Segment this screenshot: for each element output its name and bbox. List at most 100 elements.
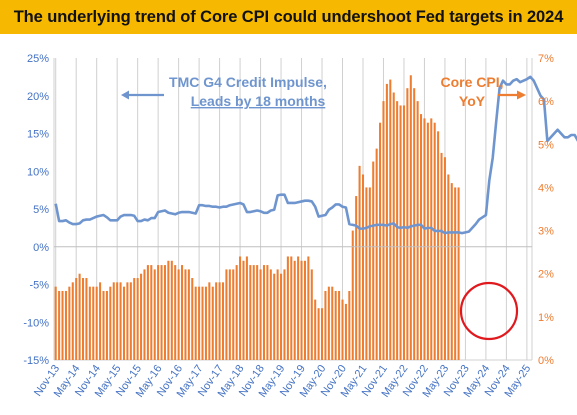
cpi-bar — [184, 269, 187, 360]
cpi-bar — [198, 286, 201, 360]
cpi-bar — [361, 174, 365, 360]
cpi-bar — [276, 269, 279, 360]
cpi-bar — [252, 265, 255, 360]
left-tick-label: 0% — [33, 242, 49, 254]
impulse-annotation-line-1: TMC G4 Credit Impulse, — [169, 74, 327, 90]
cpi-bar — [423, 118, 426, 361]
cpi-bar — [457, 187, 460, 360]
right-tick-label: 7% — [538, 53, 554, 65]
cpi-bar — [88, 286, 91, 360]
cpi-bar — [358, 165, 361, 360]
cpi-bar — [321, 308, 324, 360]
cpi-bar — [54, 286, 57, 360]
cpi-bar — [143, 269, 146, 360]
cpi-bar — [153, 269, 156, 360]
cpi-bar — [351, 230, 354, 360]
left-tick-label: 10% — [27, 166, 49, 178]
right-tick-label: 6% — [538, 96, 554, 108]
right-axis-ticks: 7% 6% 5% 4% 3% 2% 1% 0% — [538, 53, 554, 367]
cpi-bar — [286, 256, 289, 360]
cpi-bar — [365, 187, 368, 360]
cpi-bar — [269, 269, 272, 360]
credit-impulse-line — [54, 75, 577, 235]
cpi-bar — [245, 256, 248, 360]
left-tick-label: -5% — [29, 280, 49, 292]
cpi-bar — [317, 308, 320, 360]
cpi-bar — [163, 265, 166, 360]
cpi-bar — [140, 273, 143, 360]
left-tick-label: -15% — [23, 355, 49, 367]
arrow-left-icon — [121, 90, 164, 100]
cpi-bar — [409, 75, 412, 360]
cpi-bar — [160, 265, 163, 360]
cpi-bar — [450, 183, 453, 360]
cpi-bar — [167, 260, 170, 360]
cpi-bar — [368, 187, 371, 360]
cpi-bar — [338, 290, 341, 360]
right-tick-label: 3% — [538, 226, 554, 238]
x-axis-ticks: Nov-13May-14Nov-14May-15Nov-15May-16Nov-… — [32, 363, 533, 400]
cpi-bar — [112, 282, 115, 360]
right-tick-label: 5% — [538, 139, 554, 151]
cpi-bar — [136, 278, 139, 360]
cpi-bar — [119, 282, 122, 360]
cpi-bar — [204, 286, 207, 360]
cpi-bar — [290, 256, 293, 360]
cpi-bar — [133, 278, 136, 360]
cpi-bar — [399, 105, 402, 361]
right-tick-label: 4% — [538, 182, 554, 194]
cpi-bar — [256, 265, 259, 360]
cpi-bar — [297, 256, 300, 360]
cpi-bar — [82, 278, 85, 360]
cpi-bar — [382, 101, 385, 360]
right-tick-label: 2% — [538, 269, 554, 281]
cpi-bar — [215, 282, 218, 360]
cpi-bar — [433, 122, 436, 361]
cpi-bar — [126, 282, 129, 360]
cpi-bar — [221, 282, 225, 360]
cpi-bar — [389, 79, 392, 360]
cpi-bar — [341, 299, 344, 360]
cpi-bar — [170, 260, 173, 360]
cpi-bar — [105, 290, 108, 360]
cpi-bar — [102, 290, 105, 360]
cpi-bar — [300, 260, 303, 360]
left-tick-label: 15% — [27, 129, 49, 141]
cpi-bar — [262, 265, 265, 360]
impulse-annotation-line-2: Leads by 18 months — [191, 93, 326, 109]
cpi-bar — [218, 282, 221, 360]
cpi-bar — [440, 152, 443, 360]
cpi-bar — [249, 265, 252, 360]
cpi-bar — [116, 282, 119, 360]
cpi-bar — [266, 265, 269, 360]
cpi-annotation-line-1: Core CPI, — [440, 74, 503, 90]
cpi-bar — [307, 256, 310, 360]
right-tick-label: 1% — [538, 312, 554, 324]
cpi-bar — [58, 290, 61, 360]
cpi-bar — [372, 161, 375, 360]
cpi-bar — [293, 260, 296, 360]
cpi-bar — [406, 88, 409, 360]
cpi-bar — [146, 265, 149, 360]
cpi-bar — [430, 118, 433, 361]
cpi-bar — [157, 265, 160, 360]
cpi-bar — [122, 286, 126, 360]
cpi-bar — [225, 269, 228, 360]
cpi-bar — [402, 105, 405, 361]
cpi-bar — [396, 101, 399, 360]
cpi-bar — [235, 265, 238, 360]
cpi-bar — [447, 174, 450, 360]
cpi-bar — [413, 88, 416, 360]
highlight-circle — [459, 281, 519, 341]
cpi-bar — [95, 286, 98, 360]
impulse-annotation: TMC G4 Credit Impulse, Leads by 18 month… — [121, 74, 327, 109]
cpi-bar — [273, 273, 276, 360]
cpi-bar — [327, 286, 330, 360]
cpi-bar — [92, 286, 95, 360]
cpi-bar — [239, 256, 242, 360]
cpi-bar — [437, 131, 440, 360]
cpi-bar — [420, 114, 423, 360]
left-tick-label: 20% — [27, 91, 49, 103]
chart-title-banner: The underlying trend of Core CPI could u… — [0, 0, 577, 34]
cpi-bar — [379, 122, 382, 361]
